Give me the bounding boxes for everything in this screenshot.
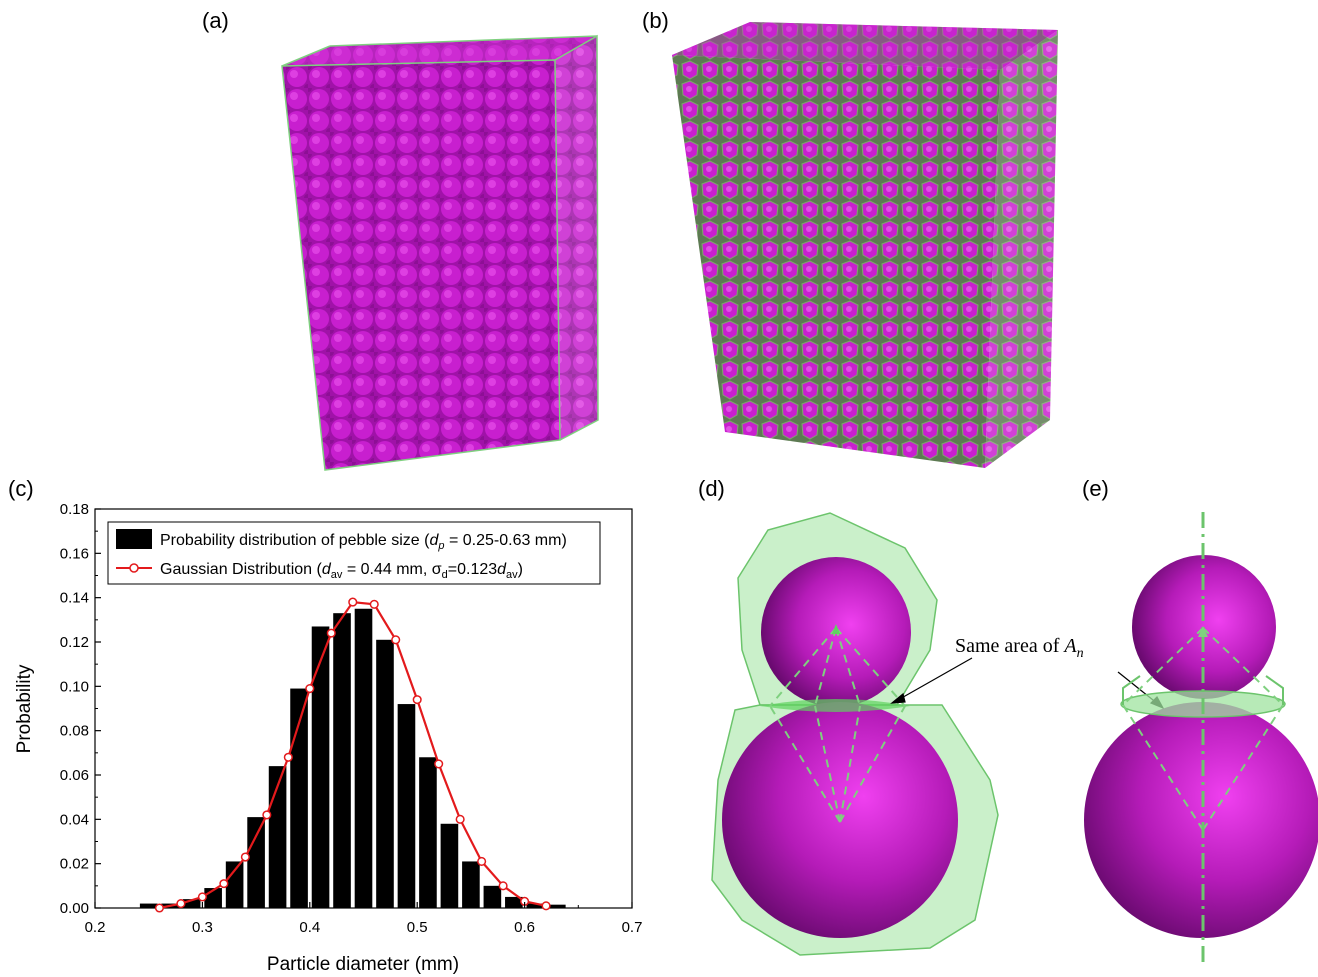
- y-tick-label: 0.16: [60, 545, 89, 562]
- spheres-schematic-image-e: [1084, 512, 1318, 966]
- y-tick-label: 0.00: [60, 900, 89, 917]
- y-tick-label: 0.04: [60, 811, 89, 828]
- gaussian-point: [240, 852, 250, 862]
- panel-label-a: (a): [202, 8, 229, 33]
- panel-label-d: (d): [698, 476, 725, 501]
- x-tick-label: 0.4: [299, 919, 320, 936]
- same-area-annotation: Same area of An: [955, 635, 1084, 661]
- chart-legend: Probability distribution of pebble size …: [107, 521, 601, 585]
- bar: [376, 639, 394, 908]
- bar: [225, 861, 244, 908]
- bar: [290, 688, 308, 908]
- x-tick-label: 0.3: [192, 919, 213, 936]
- gaussian-point: [541, 901, 551, 911]
- gaussian-point: [348, 597, 358, 607]
- panel-label-c: (c): [8, 476, 34, 501]
- bar: [505, 896, 523, 908]
- gaussian-line: [159, 600, 547, 910]
- gaussian-point: [262, 810, 272, 820]
- gaussian-point: [197, 892, 207, 902]
- bar: [526, 903, 545, 908]
- x-tick-label: 0.6: [514, 919, 535, 936]
- x-axis-ticks: 0.2 0.3 0.4 0.5 0.6 0.7: [85, 902, 643, 936]
- gaussian-series: [154, 597, 551, 913]
- probability-chart: 0.00 0.02 0.04 0.06 0.08 0.10 0.12 0.14 0.16 0.18…: [14, 501, 642, 975]
- bar: [419, 757, 437, 908]
- gaussian-point: [283, 752, 293, 762]
- y-tick-label: 0.14: [60, 590, 89, 607]
- gaussian-point: [369, 599, 379, 609]
- x-tick-label: 0.5: [407, 919, 428, 936]
- panel-label-b: (b): [642, 8, 669, 33]
- gaussian-point: [326, 628, 336, 638]
- bars-group: [139, 608, 566, 908]
- y-tick-label: 0.12: [60, 634, 89, 651]
- gaussian-point: [477, 856, 487, 867]
- y-tick-label: 0.08: [60, 723, 89, 740]
- bar: [397, 704, 416, 908]
- gaussian-point: [412, 695, 422, 705]
- y-axis-ticks: 0.00 0.02 0.04 0.06 0.08 0.10 0.12 0.14 0.16 0.18: [60, 501, 101, 917]
- y-tick-label: 0.10: [60, 678, 89, 695]
- bar: [548, 904, 566, 908]
- panel-label-e: (e): [1082, 476, 1109, 501]
- bar: [440, 823, 459, 908]
- gaussian-point: [176, 899, 186, 909]
- bar: [483, 885, 502, 908]
- y-tick-label: 0.18: [60, 501, 89, 518]
- legend-bar-label: Probability distribution of pebble size …: [160, 532, 567, 552]
- x-tick-label: 0.2: [85, 919, 106, 936]
- voronoi-bed-image-b: [672, 22, 1058, 468]
- gaussian-point: [498, 881, 508, 891]
- bar: [311, 626, 330, 908]
- legend-bar-swatch: [116, 529, 152, 549]
- bar: [354, 608, 373, 908]
- y-tick-label: 0.02: [60, 856, 89, 873]
- legend-line-marker: [129, 563, 139, 573]
- x-tick-label: 0.7: [622, 919, 643, 936]
- gaussian-point: [219, 879, 229, 889]
- bar: [333, 613, 351, 908]
- packed-bed-image-a: [281, 34, 599, 471]
- bar: [268, 766, 287, 908]
- y-tick-label: 0.06: [60, 767, 89, 784]
- voronoi-cells-image-d: [711, 512, 999, 956]
- gaussian-point: [305, 684, 315, 694]
- gaussian-point: [154, 903, 164, 913]
- legend-line-label: Gaussian Distribution (dav = 0.44 mm, σd…: [160, 561, 523, 581]
- large-sphere-e: [1084, 702, 1318, 938]
- y-axis-label: Probability: [14, 664, 35, 753]
- bar: [182, 899, 201, 908]
- x-axis-label: Particle diameter (mm): [267, 954, 459, 975]
- gaussian-point: [434, 759, 444, 769]
- gaussian-point: [391, 635, 401, 645]
- gaussian-point: [455, 814, 465, 824]
- bar: [462, 861, 480, 908]
- bar: [247, 817, 265, 908]
